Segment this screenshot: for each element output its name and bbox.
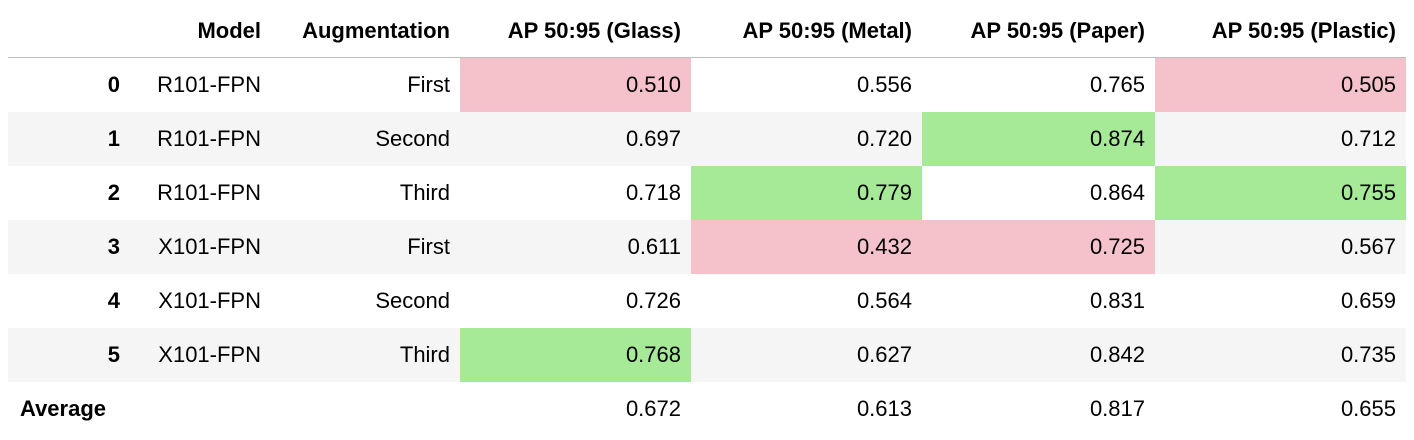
table-body: 0 R101-FPN First 0.510 0.556 0.765 0.505… xyxy=(8,57,1406,437)
cell-plastic: 0.505 xyxy=(1155,57,1406,112)
cell-model: R101-FPN xyxy=(157,180,261,205)
cell-augmentation: First xyxy=(271,220,460,274)
row-index: 1 xyxy=(8,112,130,166)
cell-metal: 0.556 xyxy=(856,72,912,97)
header-model: Model xyxy=(130,4,271,58)
cell-glass: 0.726 xyxy=(625,288,681,313)
average-plastic: 0.655 xyxy=(1340,396,1396,421)
table-row: 0 R101-FPN First 0.510 0.556 0.765 0.505 xyxy=(8,57,1406,112)
table-row: 1 R101-FPN Second 0.697 0.720 0.874 0.71… xyxy=(8,112,1406,166)
cell-plastic: 0.567 xyxy=(1155,220,1406,274)
average-paper: 0.817 xyxy=(1089,396,1145,421)
header-metal: AP 50:95 (Metal) xyxy=(691,4,922,58)
table-row: 5 X101-FPN Third 0.768 0.627 0.842 0.735 xyxy=(8,328,1406,382)
cell-metal: 0.564 xyxy=(856,288,912,313)
header-plastic: AP 50:95 (Plastic) xyxy=(1155,4,1406,58)
row-index: 5 xyxy=(8,328,130,382)
header-row: Model Augmentation AP 50:95 (Glass) AP 5… xyxy=(8,4,1406,58)
cell-model: R101-FPN xyxy=(157,72,261,97)
cell-augmentation: Third xyxy=(399,180,450,205)
cell-glass: 0.697 xyxy=(460,112,691,166)
row-index: 0 xyxy=(107,72,120,97)
header-index xyxy=(8,4,130,58)
table-row: 2 R101-FPN Third 0.718 0.779 0.864 0.755 xyxy=(8,166,1406,220)
average-augmentation xyxy=(271,382,460,436)
header-glass: AP 50:95 (Glass) xyxy=(460,4,691,58)
cell-augmentation: Second xyxy=(271,112,460,166)
row-index: 2 xyxy=(107,180,120,205)
cell-model: X101-FPN xyxy=(130,328,271,382)
average-label: Average xyxy=(20,396,107,421)
cell-paper: 0.874 xyxy=(922,112,1155,166)
header-augmentation: Augmentation xyxy=(271,4,460,58)
cell-augmentation: First xyxy=(407,72,450,97)
row-index: 3 xyxy=(8,220,130,274)
average-glass: 0.672 xyxy=(625,396,681,421)
header-paper: AP 50:95 (Paper) xyxy=(922,4,1155,58)
cell-model: X101-FPN xyxy=(130,220,271,274)
cell-glass: 0.611 xyxy=(460,220,691,274)
results-table: Model Augmentation AP 50:95 (Glass) AP 5… xyxy=(8,4,1406,436)
table-header: Model Augmentation AP 50:95 (Glass) AP 5… xyxy=(8,4,1406,58)
cell-glass: 0.718 xyxy=(625,180,681,205)
cell-paper: 0.864 xyxy=(1089,180,1145,205)
cell-augmentation: Third xyxy=(271,328,460,382)
cell-metal: 0.432 xyxy=(691,220,922,274)
cell-model: X101-FPN xyxy=(158,288,261,313)
results-table-container: Model Augmentation AP 50:95 (Glass) AP 5… xyxy=(8,4,1406,436)
cell-plastic: 0.659 xyxy=(1340,288,1396,313)
cell-plastic: 0.755 xyxy=(1155,166,1406,220)
average-row: Average 0.672 0.613 0.817 0.655 xyxy=(8,382,1406,436)
cell-augmentation: Second xyxy=(375,288,450,313)
cell-glass: 0.510 xyxy=(460,57,691,112)
cell-metal: 0.779 xyxy=(691,166,922,220)
average-metal: 0.613 xyxy=(856,396,912,421)
average-model xyxy=(130,382,271,436)
cell-metal: 0.627 xyxy=(691,328,922,382)
cell-model: R101-FPN xyxy=(130,112,271,166)
cell-metal: 0.720 xyxy=(691,112,922,166)
table-row: 4 X101-FPN Second 0.726 0.564 0.831 0.65… xyxy=(8,274,1406,328)
cell-plastic: 0.712 xyxy=(1155,112,1406,166)
row-index: 4 xyxy=(107,288,120,313)
cell-paper: 0.842 xyxy=(922,328,1155,382)
cell-glass: 0.768 xyxy=(460,328,691,382)
cell-paper: 0.765 xyxy=(1089,72,1145,97)
cell-paper: 0.831 xyxy=(1089,288,1145,313)
cell-plastic: 0.735 xyxy=(1155,328,1406,382)
table-row: 3 X101-FPN First 0.611 0.432 0.725 0.567 xyxy=(8,220,1406,274)
cell-paper: 0.725 xyxy=(922,220,1155,274)
